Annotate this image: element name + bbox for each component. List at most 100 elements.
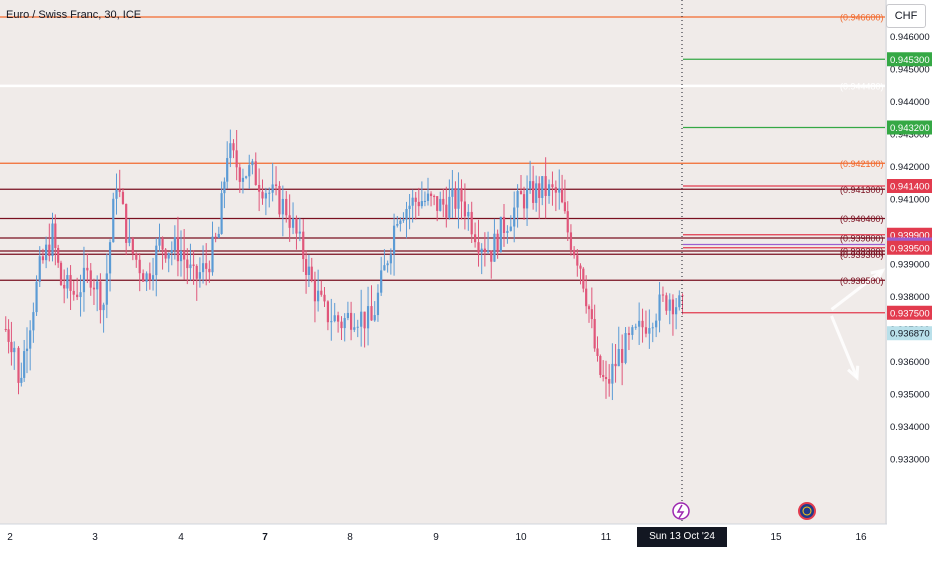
time-tick-2: 4 [178, 532, 184, 543]
candle-body-29 [96, 281, 99, 290]
level-text-4: (0.942100) [840, 159, 884, 169]
candle-body-14 [48, 244, 51, 256]
level-badge-11 [887, 240, 932, 255]
candle-body-5 [20, 377, 23, 383]
price-tick-7: 0.939000 [890, 260, 930, 271]
candle-body-79 [254, 161, 257, 185]
projection-arrow-head-0 [870, 268, 886, 282]
candle-body-72 [232, 143, 235, 151]
candle-body-62 [201, 263, 205, 273]
candle-body-150 [483, 248, 486, 253]
candle-body-90 [291, 218, 295, 228]
candle-body-195 [624, 333, 627, 363]
candle-body-171 [551, 184, 554, 188]
candle-body-34 [112, 198, 115, 243]
candle-body-148 [477, 242, 480, 253]
time-tick-0: 2 [7, 532, 13, 543]
lightning-icon [672, 502, 690, 520]
candle-body-188 [602, 374, 605, 377]
candle-body-183 [587, 306, 591, 310]
price-tick-4: 0.942000 [890, 162, 930, 173]
currency-badge[interactable]: CHF [886, 4, 926, 28]
candle-body-45 [148, 273, 151, 281]
candle-body-91 [295, 218, 298, 234]
time-tick-8: 15 [770, 532, 782, 543]
candle-body-37 [121, 191, 125, 204]
projection-arrow-1 [830, 315, 859, 379]
candle-body-157 [506, 230, 509, 233]
candle-body-83 [268, 192, 271, 194]
candle-body-63 [205, 263, 208, 269]
candle-body-25 [82, 267, 86, 293]
level-badge-3 [887, 120, 932, 135]
candle-body-98 [317, 290, 320, 302]
candle-body-92 [298, 231, 301, 234]
candle-body-118 [383, 265, 386, 271]
candle-body-23 [76, 294, 79, 298]
candle-body-100 [323, 294, 326, 302]
candle-body-137 [442, 198, 445, 205]
candle-body-111 [360, 311, 363, 327]
level-text-12: (0.939300) [840, 247, 884, 257]
candle-body-146 [470, 211, 473, 235]
candle-body-180 [579, 265, 582, 269]
candle-body-107 [346, 312, 349, 319]
event-icons[interactable] [672, 502, 816, 520]
time-tick-3: 7 [262, 532, 268, 543]
price-tick-12: 0.934000 [890, 422, 930, 433]
candle-body-20 [66, 275, 69, 289]
level-badge-5 [887, 179, 932, 193]
candle-body-143 [460, 188, 463, 202]
symbol-title[interactable]: Euro / Swiss Franc, 30, ICE [6, 9, 142, 21]
time-tick-7: 11 [601, 532, 612, 543]
candle-body-120 [389, 254, 392, 264]
candle-body-184 [590, 309, 593, 320]
price-tick-13: 0.933000 [890, 455, 930, 466]
candle-body-209 [671, 299, 675, 315]
price-axis[interactable]: 0.946000 0.945000 0.944000 0.943000 0.942000… [885, 0, 932, 550]
candle-body-99 [320, 290, 323, 295]
candle-body-46 [151, 275, 155, 281]
candle-body-138 [445, 204, 448, 218]
candle-body-15 [51, 223, 54, 256]
candle-body-30 [99, 281, 102, 311]
candle-body-68 [220, 193, 223, 234]
candle-body-193 [617, 348, 620, 367]
candle-body-22 [72, 290, 75, 295]
price-chart[interactable]: 0.946000 0.945000 0.944000 0.943000 0.942000… [0, 0, 932, 550]
level-text-9: (0.939800) [840, 234, 884, 244]
candle-body-147 [474, 234, 477, 243]
candle-body-165 [532, 181, 535, 203]
candle-body-108 [350, 312, 353, 330]
candle-body-17 [57, 247, 60, 263]
candle-body-18 [59, 262, 63, 285]
candle-body-39 [128, 238, 131, 243]
candle-body-159 [513, 207, 516, 227]
candle-body-141 [454, 188, 457, 209]
candle-body-186 [596, 348, 599, 357]
candle-body-197 [631, 327, 634, 335]
candle-body-93 [302, 231, 305, 260]
candle-body-156 [502, 216, 506, 233]
last-price-text: 0.936870 [890, 329, 930, 340]
level-text-14: (0.938500) [840, 276, 884, 286]
candle-body-177 [569, 232, 573, 250]
candle-body-170 [547, 184, 551, 196]
candle-body-200 [641, 320, 644, 328]
candle-body-71 [229, 143, 232, 159]
candle-body-199 [638, 320, 641, 327]
candle-body-113 [366, 306, 370, 329]
candle-body-24 [79, 292, 82, 298]
candle-body-207 [665, 295, 668, 311]
candle-body-106 [343, 318, 346, 329]
candle-body-97 [313, 280, 317, 302]
candle-body-80 [258, 184, 261, 192]
level-badge-text-1: 0.945300 [890, 55, 930, 66]
level-text-13: (0.939300) [840, 250, 884, 260]
candle-body-28 [92, 287, 96, 290]
candle-body-94 [304, 259, 308, 276]
time-axis[interactable]: 2 3 4 7 8 9 10 11 15 16 [0, 523, 932, 550]
candle-body-175 [563, 202, 567, 212]
lightning-icon-glyph [676, 504, 685, 519]
